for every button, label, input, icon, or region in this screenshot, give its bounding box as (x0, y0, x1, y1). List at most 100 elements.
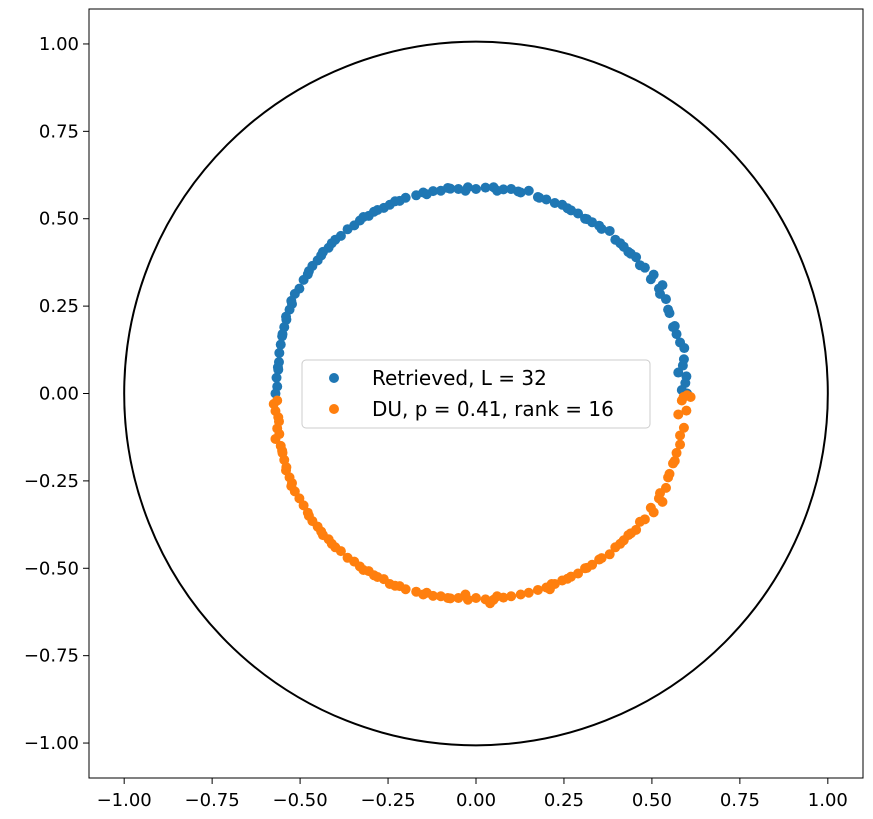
y-tick-label: 0.00 (39, 384, 79, 405)
y-tick-label: −1.00 (24, 733, 79, 754)
data-point (639, 514, 650, 525)
data-point (390, 580, 401, 591)
data-point (400, 584, 411, 595)
data-point (372, 572, 383, 583)
data-point (303, 510, 314, 521)
data-point (573, 208, 584, 219)
data-point (471, 184, 481, 195)
x-tick-label: 0.25 (544, 790, 584, 811)
data-point (316, 526, 327, 537)
data-point (534, 192, 545, 203)
data-point (562, 573, 573, 584)
data-point (281, 311, 292, 322)
data-point (421, 189, 432, 200)
data-point (442, 592, 453, 603)
data-point (271, 372, 282, 383)
legend-box (301, 359, 651, 429)
data-point (594, 554, 605, 565)
legend-label: DU, p = 0.41, rank = 16 (372, 397, 614, 421)
data-point (358, 211, 369, 222)
data-point (342, 224, 353, 235)
x-tick-label: 0.50 (632, 790, 672, 811)
data-point (660, 482, 671, 493)
data-point (390, 196, 401, 207)
data-point (653, 493, 664, 504)
data-point (546, 579, 557, 590)
data-point (678, 391, 689, 402)
data-point (660, 294, 671, 305)
x-tick-label: 0.75 (720, 790, 760, 811)
data-point (272, 362, 283, 373)
data-point (562, 203, 573, 214)
data-point (615, 238, 626, 249)
y-axis: 1.00 0.75 0.50 0.25 0.00 −0.25 −0.50 −0.75 −1.00 (24, 34, 89, 754)
data-point (604, 225, 615, 236)
y-tick-label: −0.75 (24, 646, 79, 667)
data-point (594, 220, 605, 231)
data-point (513, 186, 524, 197)
data-point (460, 589, 471, 600)
data-point (675, 430, 686, 441)
data-point (532, 584, 543, 595)
data-point (471, 592, 481, 603)
data-point (523, 587, 534, 598)
x-axis: −1.00 −0.75 −0.50 −0.25 0.00 0.25 0.50 0.75 1.00 (97, 778, 848, 811)
data-point (298, 500, 309, 511)
data-point (277, 329, 288, 340)
data-point (460, 185, 471, 196)
data-point (281, 465, 292, 476)
series-layer (268, 182, 696, 609)
data-point (671, 447, 682, 458)
data-point (625, 528, 636, 539)
legend-label: Retrieved, L = 32 (372, 366, 547, 390)
data-point (580, 213, 591, 224)
data-point (678, 422, 689, 433)
data-point (680, 378, 691, 389)
data-point (668, 458, 679, 469)
y-tick-label: −0.50 (24, 558, 79, 579)
data-point (421, 587, 432, 598)
legend-marker (329, 373, 339, 383)
data-point (664, 468, 675, 479)
y-tick-label: −0.25 (24, 471, 79, 492)
x-tick-label: 1.00 (808, 790, 848, 811)
data-point (358, 565, 369, 576)
data-point (274, 347, 285, 358)
data-point (326, 238, 337, 249)
series-1 (270, 182, 693, 399)
data-point (580, 563, 591, 574)
series-2 (268, 390, 696, 609)
legend: Retrieved, L = 32 DU, p = 0.41, rank = 16 (301, 359, 651, 429)
data-point (268, 398, 279, 409)
data-point (277, 447, 288, 458)
x-tick-label: −1.00 (97, 790, 152, 811)
data-point (648, 269, 659, 280)
data-point (573, 568, 584, 579)
data-point (675, 439, 686, 450)
unit-circle (123, 40, 829, 747)
data-point (615, 538, 626, 549)
data-point (625, 248, 636, 259)
data-point (442, 182, 453, 193)
x-tick-label: −0.25 (360, 790, 415, 811)
data-point (515, 589, 526, 600)
data-point (270, 433, 281, 444)
data-point (400, 192, 411, 203)
y-tick-label: 1.00 (39, 34, 79, 55)
x-tick-label: −0.75 (185, 790, 240, 811)
data-point (677, 360, 688, 371)
data-point (604, 549, 615, 560)
data-point (492, 185, 503, 196)
data-point (316, 250, 327, 261)
data-point (298, 274, 309, 285)
data-point (372, 204, 383, 215)
data-point (639, 262, 650, 273)
y-tick-label: 0.25 (39, 296, 79, 317)
data-point (648, 507, 659, 518)
data-point (679, 343, 690, 354)
data-point (342, 552, 353, 563)
x-tick-label: 0.00 (456, 790, 496, 811)
y-tick-label: 0.50 (39, 209, 79, 230)
data-point (303, 266, 314, 277)
